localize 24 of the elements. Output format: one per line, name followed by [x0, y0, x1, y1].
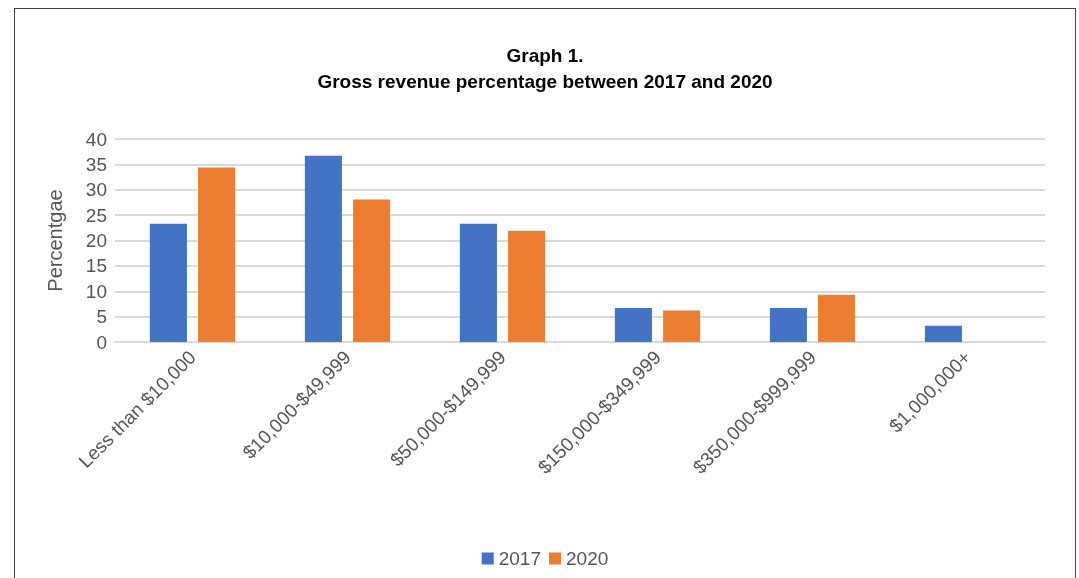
legend-label: 2020	[566, 548, 609, 569]
y-tick-label: 30	[85, 179, 107, 201]
chart-title: Graph 1. Gross revenue percentage between 2017 and 2020	[317, 44, 773, 92]
y-tick-label: 35	[85, 153, 107, 175]
bar	[663, 310, 701, 342]
bar	[459, 223, 497, 342]
bar	[304, 155, 342, 342]
bar	[614, 308, 652, 342]
bar	[353, 199, 391, 342]
bar	[149, 223, 187, 342]
bar	[924, 325, 962, 342]
y-axis-title: Percentgae	[44, 189, 66, 292]
y-tick-label: 15	[85, 255, 107, 277]
bar	[508, 230, 546, 342]
legend-label: 2017	[498, 548, 542, 569]
y-tick-label: 5	[96, 306, 107, 328]
bar	[198, 167, 236, 342]
y-tick-label: 25	[85, 204, 107, 226]
bar	[769, 308, 807, 342]
bar	[818, 294, 856, 342]
y-tick-label: 20	[85, 230, 107, 251]
y-tick-label: 10	[85, 280, 107, 302]
y-tick-label: 0	[96, 331, 107, 353]
y-tick-label: 40	[85, 128, 107, 150]
